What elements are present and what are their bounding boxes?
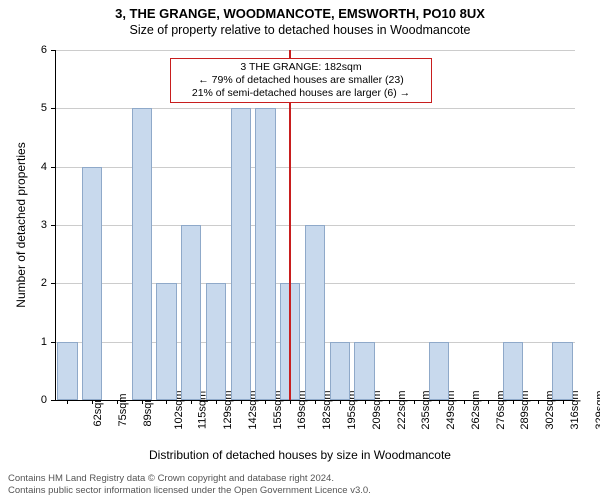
bar <box>552 342 572 400</box>
y-tick-label: 3 <box>27 219 47 231</box>
footer-line-1: Contains HM Land Registry data © Crown c… <box>8 473 371 484</box>
bar <box>305 225 325 400</box>
x-tick-label: 222sqm <box>396 390 408 429</box>
x-tick-label: 75sqm <box>117 393 129 426</box>
annotation-line-1: 3 THE GRANGE: 182sqm <box>177 61 425 74</box>
x-axis-label: Distribution of detached houses by size … <box>0 448 600 462</box>
bar <box>255 108 275 400</box>
y-tick-label: 5 <box>27 102 47 114</box>
footer-line-2: Contains public sector information licen… <box>8 485 371 496</box>
chart-title: 3, THE GRANGE, WOODMANCOTE, EMSWORTH, PO… <box>0 0 600 21</box>
y-tick-label: 4 <box>27 161 47 173</box>
y-tick-label: 2 <box>27 277 47 289</box>
x-tick-label: 329sqm <box>594 390 600 429</box>
bar <box>206 283 226 400</box>
annotation-line-3: 21% of semi-detached houses are larger (… <box>177 87 425 100</box>
annotation-box: 3 THE GRANGE: 182sqm ← 79% of detached h… <box>170 58 432 103</box>
y-axis-label: Number of detached properties <box>14 60 28 225</box>
bar <box>503 342 523 400</box>
bar <box>354 342 374 400</box>
bar <box>82 167 102 400</box>
bar <box>57 342 77 400</box>
y-tick-label: 1 <box>27 336 47 348</box>
annotation-line-2: ← 79% of detached houses are smaller (23… <box>177 74 425 87</box>
x-axis-line <box>55 400 575 401</box>
chart-container: 3, THE GRANGE, WOODMANCOTE, EMSWORTH, PO… <box>0 0 600 500</box>
chart-subtitle: Size of property relative to detached ho… <box>0 21 600 37</box>
bar <box>330 342 350 400</box>
y-tick-label: 0 <box>27 394 47 406</box>
x-tick-label: 262sqm <box>470 390 482 429</box>
bar <box>156 283 176 400</box>
bar <box>429 342 449 400</box>
bar <box>181 225 201 400</box>
footer-attribution: Contains HM Land Registry data © Crown c… <box>8 473 371 496</box>
y-axis-line <box>55 50 56 400</box>
y-tick-label: 6 <box>27 44 47 56</box>
chart-area: 012345662sqm75sqm89sqm102sqm115sqm129sqm… <box>55 50 575 400</box>
bar <box>231 108 251 400</box>
gridline <box>55 50 575 51</box>
bar <box>132 108 152 400</box>
